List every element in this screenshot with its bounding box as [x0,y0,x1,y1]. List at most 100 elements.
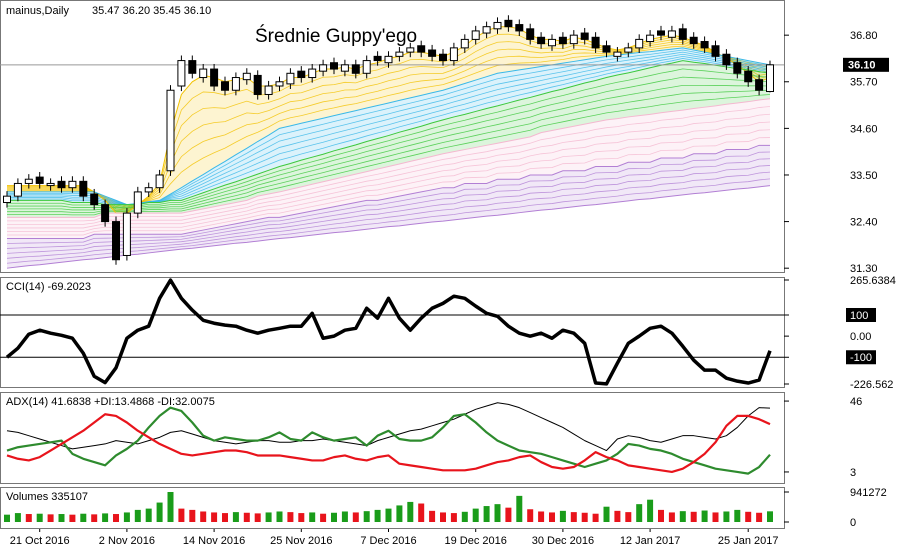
volume-bar [298,513,305,522]
candle-body [537,36,546,45]
candle-body [722,53,731,66]
candle-body [395,51,404,57]
guppy-stripe [7,121,771,229]
volume-bar [559,510,566,522]
candle-body [35,176,44,184]
candle-body [755,79,764,91]
panel-content [6,26,771,269]
last-price-box [843,57,889,72]
volume-bar [385,508,392,522]
volume-bar [113,514,119,522]
x-tick-label: 21 Oct 2016 [10,535,70,547]
x-tick-label: 14 Nov 2016 [183,535,245,547]
guppy-band [7,60,770,218]
guppy-band [7,47,770,205]
volume-bar [189,509,196,522]
panel-title: Volumes 335107 [6,491,88,503]
candle-body [428,49,437,57]
panel-content [0,278,784,386]
candle-body [210,68,219,87]
chart-subtitle: 35.47 36.20 35.45 36.10 [92,5,211,17]
candle-body [90,193,99,206]
candle-body [13,182,22,197]
candle-body [646,34,655,43]
x-tick-label: 19 Dec 2016 [445,535,507,547]
candle-body [122,212,131,256]
candle-body [308,68,317,79]
guppy-stripe [6,151,771,244]
candle-body [24,178,33,184]
volume-bar [570,512,577,522]
volume-bar [36,513,43,522]
panel-title: mainus,Daily [6,5,69,17]
x-tick-label: 2 Nov 2016 [99,535,155,547]
candle-body [667,30,676,38]
candle-body [297,70,306,79]
volume-bar [461,511,468,522]
candle-body [624,47,633,53]
candle-body [264,85,273,95]
candle-body [166,89,175,172]
candle-body [460,38,469,49]
volume-bar [123,512,130,522]
guppy-stripe [7,137,771,236]
candle-body [340,64,349,72]
volume-bar [494,504,501,522]
candle-body [188,60,197,74]
volume-bar [701,510,708,522]
volume-bar [581,512,588,522]
candle-body [199,68,208,79]
candle-body [580,32,589,40]
volume-bar [156,502,163,522]
level-label-box [846,350,876,365]
volume-bar [91,514,98,522]
volume-bar [603,506,610,522]
guppy-stripe [7,106,771,222]
volume-bar [516,495,523,522]
panel-title: ADX(14) 41.6838 +DI:13.4868 -DI:32.0075 [6,396,215,408]
volume-bar [723,511,730,522]
candle-body [373,55,382,62]
candle-body [613,51,622,57]
volume-bar [363,511,370,522]
y-tick-label: 0 [850,517,856,529]
x-tick-label: 12 Jan 2017 [620,535,681,547]
y-tick-label: 3 [850,467,856,479]
y-tick-label: 0.00 [850,331,871,343]
candle-body [155,174,164,189]
candle-body [689,36,698,45]
volume-bar [472,508,479,522]
annotation: Średnie Guppy'ego [255,25,417,47]
guppy-stripe [6,178,771,264]
volume-bar [712,512,719,522]
candle-body [417,45,426,53]
volume-bar [374,509,381,522]
volume-bar [396,505,403,522]
volume-bar [658,509,664,522]
volume-bar [668,512,675,522]
guppy-stripe [7,129,771,232]
volume-bar [690,511,697,522]
last-price-label: 36.10 [848,60,876,72]
y-tick-label: 33.50 [850,170,878,182]
volume-bar [625,512,632,522]
volume-bar [483,506,490,522]
volume-bar [276,511,283,522]
candle-body [231,77,240,91]
y-tick-label: -226.562 [850,379,893,391]
candle-body [46,182,55,187]
volume-bar [679,511,686,522]
panel-frame [0,277,785,388]
candle-body [591,36,600,49]
indicator-line [5,278,772,386]
panel-content [6,402,771,475]
candle-body [700,41,709,49]
volume-bar [767,511,773,522]
y-tick-label: 34.60 [850,123,878,135]
volume-bar [440,512,446,522]
candle-body [57,180,66,189]
candle-body [504,19,513,28]
candle-body [558,36,567,45]
candle-body [439,53,447,62]
candle-body [253,74,262,95]
